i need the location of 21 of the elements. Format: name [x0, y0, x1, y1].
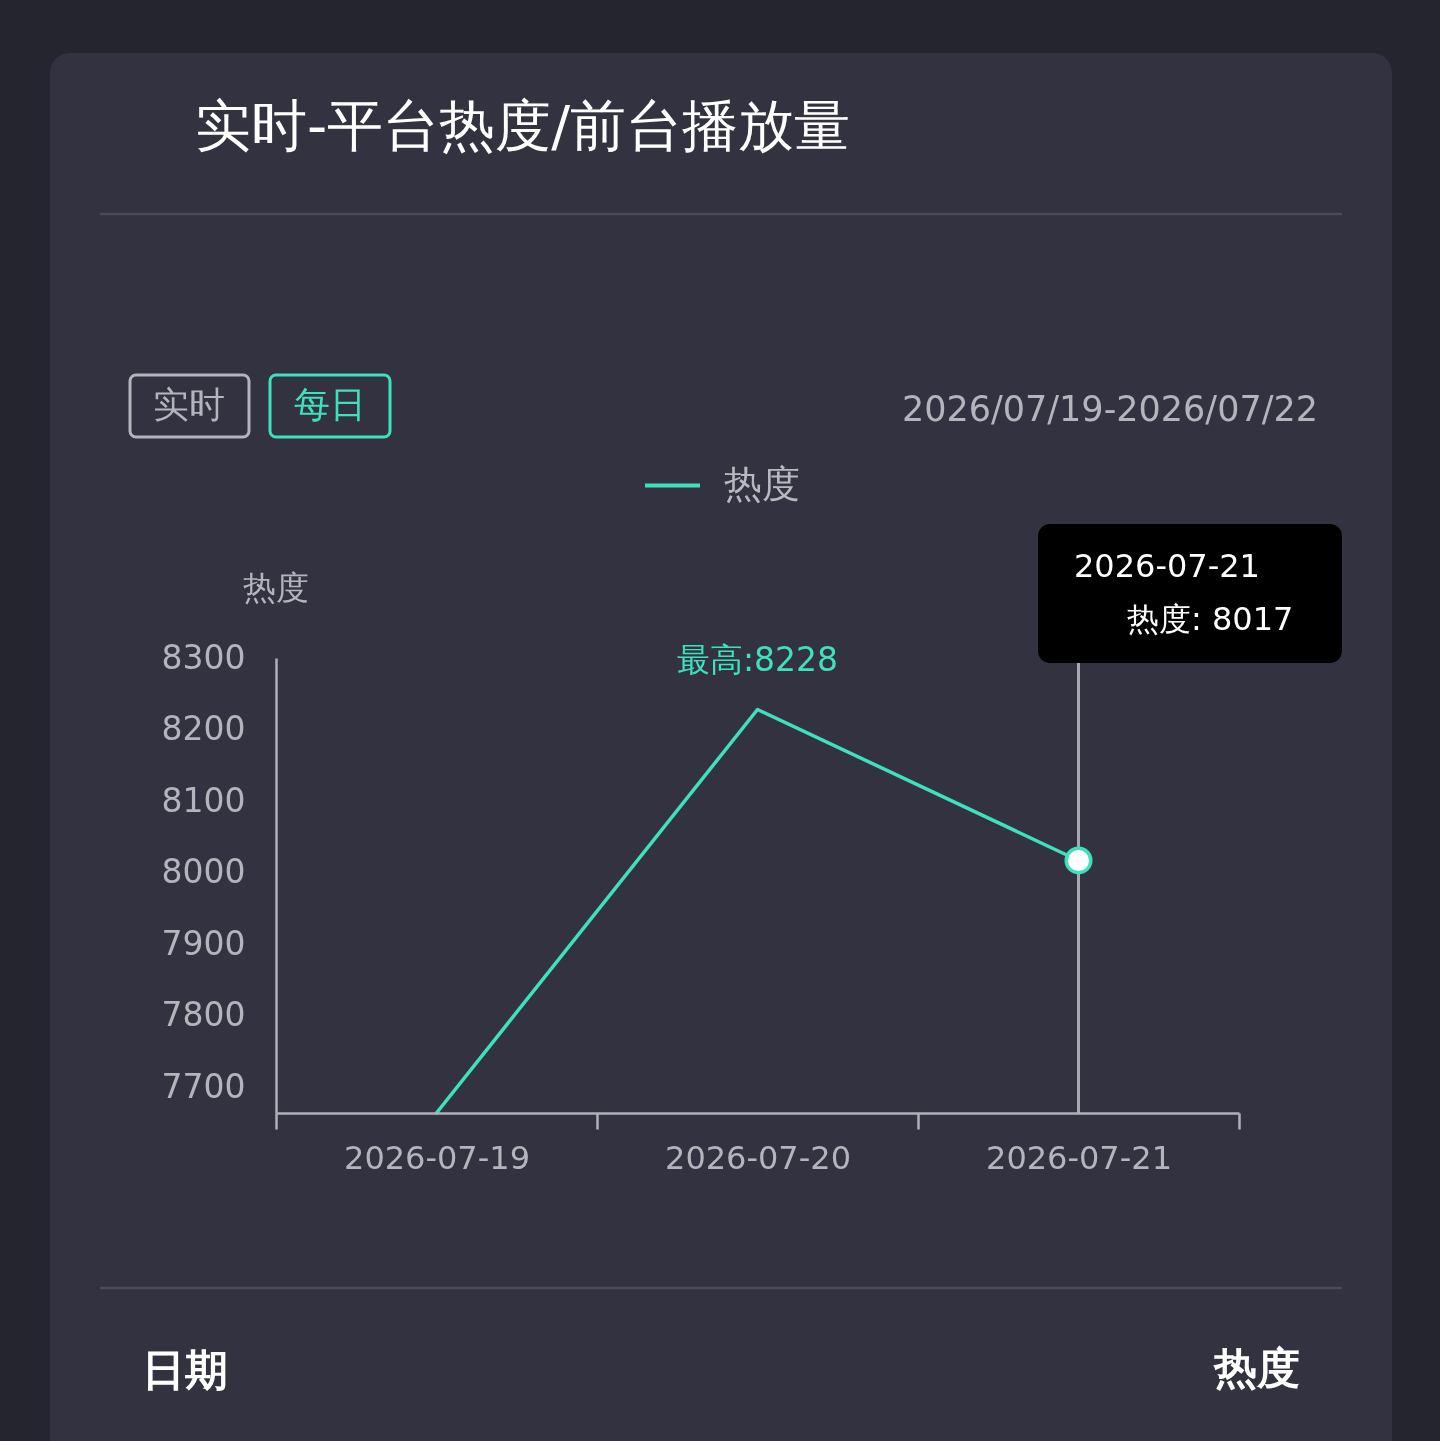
text: 热度 — [1213, 1343, 1300, 1393]
text: 实时 — [153, 384, 225, 425]
text: 每日 — [294, 384, 366, 425]
text: 2026-07-21 — [1074, 547, 1260, 585]
legend-label: 热度 — [724, 461, 800, 506]
annotation: 最高:8228 — [676, 639, 839, 679]
y-tick-label: 7800 — [161, 995, 246, 1035]
y-tick-label: 8000 — [161, 852, 246, 892]
y-tick-label: 7900 — [161, 923, 246, 963]
y-tick-label: 8300 — [161, 637, 246, 677]
text: 2026/07/19-2026/07/22 — [901, 389, 1318, 429]
y-tick-label: 7700 — [161, 1066, 246, 1106]
y-tick-label: 8100 — [161, 780, 246, 820]
text: 日期 — [142, 1345, 228, 1395]
y-tick-label: 8200 — [161, 709, 246, 749]
y-axis-title: 热度 — [242, 567, 309, 607]
x-tick-label: 2026-07-20 — [665, 1138, 851, 1177]
x-tick-label: 2026-07-21 — [986, 1138, 1172, 1177]
text: 热度: 8017 — [1127, 600, 1294, 638]
chart-title: 实时-平台热度/前台播放量 — [195, 93, 851, 158]
x-tick-label: 2026-07-19 — [344, 1138, 530, 1177]
